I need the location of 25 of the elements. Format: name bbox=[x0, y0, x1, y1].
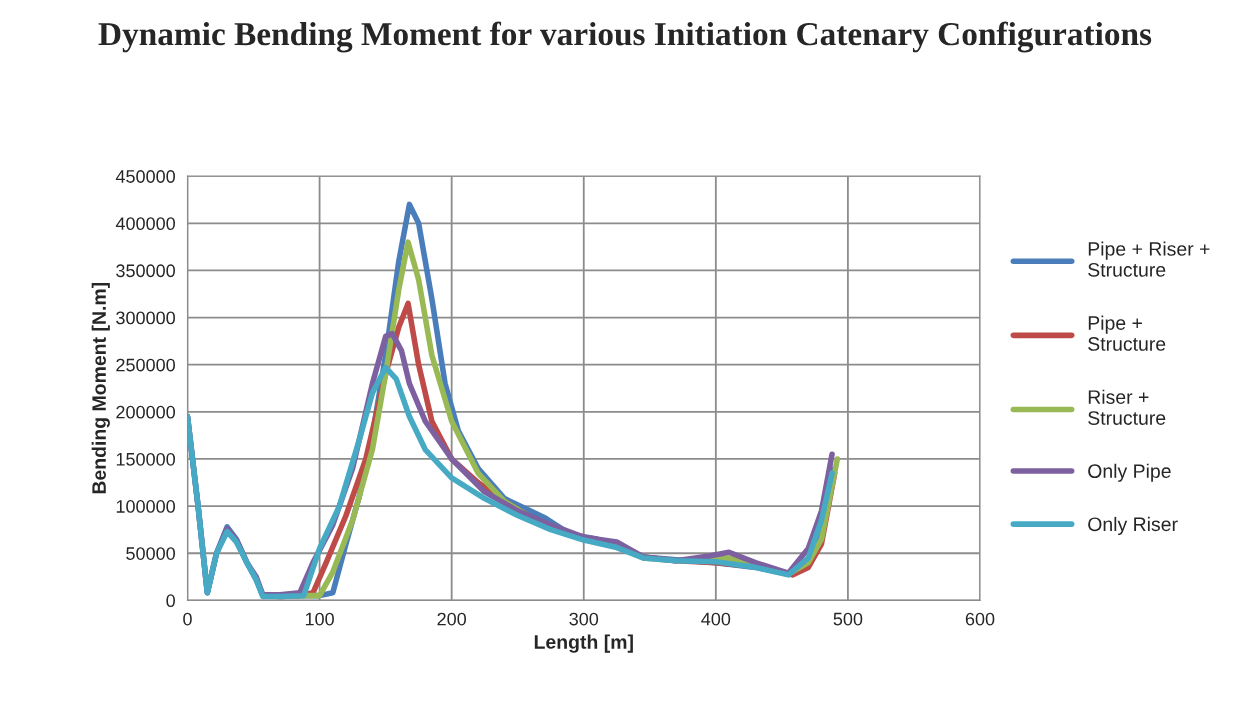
legend-label: Pipe + Riser + Structure bbox=[1088, 241, 1210, 277]
y-tick-label: 250000 bbox=[116, 358, 175, 372]
x-tick-label: 600 bbox=[965, 612, 995, 626]
x-tick-label: 100 bbox=[305, 612, 334, 626]
y-tick-label: 450000 bbox=[115, 170, 175, 183]
x-tick-label: 500 bbox=[833, 612, 863, 626]
y-tick-label: 300000 bbox=[116, 311, 175, 325]
legend-label: Only Riser bbox=[1088, 516, 1178, 535]
x-tick-label: 300 bbox=[569, 612, 599, 626]
y-tick-label: 400000 bbox=[115, 217, 175, 231]
legend-label: Only Pipe bbox=[1088, 463, 1171, 482]
y-tick-label: 100000 bbox=[116, 500, 175, 513]
x-tick-label: 400 bbox=[701, 612, 731, 626]
legend-label: Riser + Structure bbox=[1088, 389, 1166, 425]
y-tick-label: 50000 bbox=[126, 547, 175, 560]
y-axis-title: Bending Moment [N.m] bbox=[91, 282, 110, 494]
y-tick-label: 350000 bbox=[116, 264, 175, 278]
legend-label: Pipe + Structure bbox=[1088, 315, 1166, 351]
y-tick-label: 150000 bbox=[116, 452, 175, 466]
y-tick-label: 200000 bbox=[116, 405, 175, 419]
x-tick-label: 0 bbox=[183, 612, 192, 626]
chart-title: Dynamic Bending Moment for various Initiation Catenary Configurations bbox=[98, 21, 1152, 53]
y-tick-label: 0 bbox=[166, 594, 175, 608]
x-axis-title: Length [m] bbox=[534, 634, 633, 653]
x-tick-label: 200 bbox=[437, 612, 467, 626]
